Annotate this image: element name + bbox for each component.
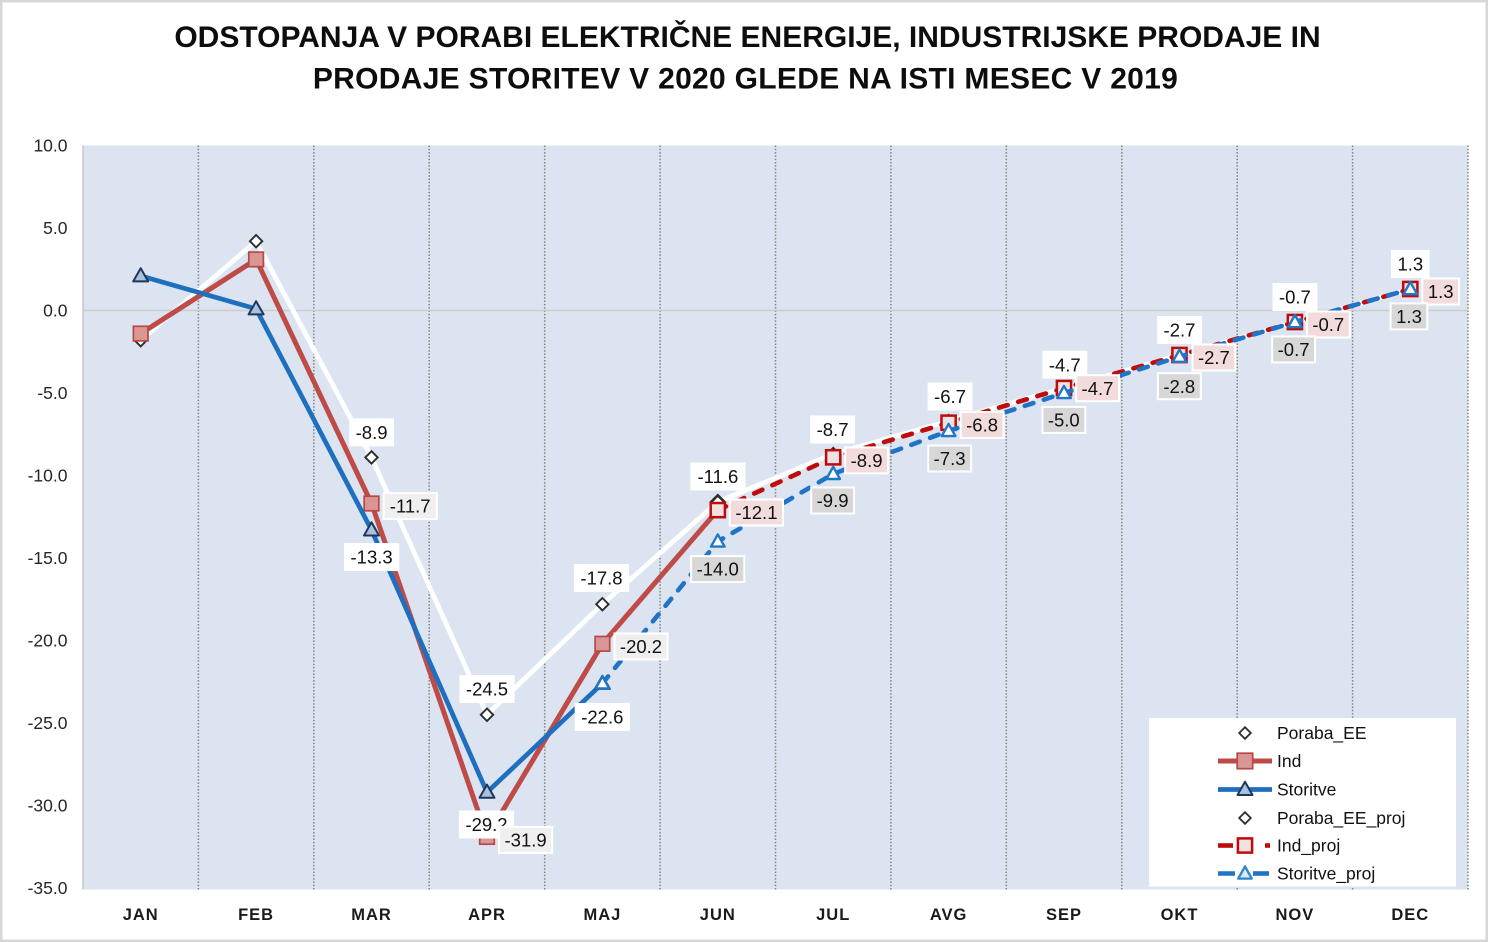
svg-text:-2.7: -2.7 [1198,347,1230,368]
svg-text:-30.0: -30.0 [28,796,68,816]
svg-text:FEB: FEB [238,906,274,924]
svg-text:-12.1: -12.1 [735,502,777,523]
svg-text:-8.9: -8.9 [356,422,388,443]
svg-text:Ind_proj: Ind_proj [1277,836,1340,857]
svg-text:-20.2: -20.2 [620,636,662,657]
svg-text:-22.6: -22.6 [581,707,623,728]
svg-text:-4.7: -4.7 [1049,354,1081,375]
svg-text:1.3: 1.3 [1397,254,1423,275]
svg-text:DEC: DEC [1391,906,1429,924]
svg-text:Storitve: Storitve [1277,780,1336,800]
svg-text:APR: APR [468,906,506,924]
svg-text:NOV: NOV [1276,906,1315,924]
svg-text:-9.9: -9.9 [817,490,849,511]
svg-text:-8.9: -8.9 [851,450,883,471]
svg-text:-29.2: -29.2 [465,814,507,835]
svg-text:-2.8: -2.8 [1163,376,1195,397]
svg-text:-20.0: -20.0 [28,631,68,651]
svg-text:1.3: 1.3 [1396,306,1422,327]
svg-text:Ind: Ind [1277,751,1301,771]
svg-text:-35.0: -35.0 [28,878,68,898]
svg-text:-0.7: -0.7 [1312,314,1344,335]
svg-text:-7.3: -7.3 [934,448,966,469]
svg-text:5.0: 5.0 [43,218,68,238]
svg-text:-2.7: -2.7 [1164,320,1196,341]
svg-text:-14.0: -14.0 [697,559,739,580]
svg-text:ODSTOPANJA V PORABI ELEKTRIČNE: ODSTOPANJA V PORABI ELEKTRIČNE ENERGIJE,… [174,20,1320,54]
svg-text:PRODAJE STORITEV V 2020 GLEDE: PRODAJE STORITEV V 2020 GLEDE NA ISTI ME… [313,63,1178,96]
svg-text:SEP: SEP [1046,906,1082,924]
svg-text:-10.0: -10.0 [28,466,68,486]
svg-text:-31.9: -31.9 [505,830,547,851]
svg-text:-0.7: -0.7 [1278,339,1310,360]
svg-text:-13.3: -13.3 [351,547,393,568]
svg-text:10.0: 10.0 [33,136,67,156]
svg-text:JUL: JUL [816,906,850,924]
svg-text:-24.5: -24.5 [466,679,508,700]
svg-text:-6.7: -6.7 [934,386,966,407]
svg-text:OKT: OKT [1161,906,1199,924]
svg-text:-8.7: -8.7 [817,419,849,440]
svg-text:-5.0: -5.0 [37,383,67,403]
svg-text:Poraba_EE_proj: Poraba_EE_proj [1277,808,1405,829]
svg-text:JUN: JUN [700,906,736,924]
svg-text:JAN: JAN [123,906,159,924]
svg-text:-0.7: -0.7 [1279,287,1311,308]
svg-text:-11.7: -11.7 [390,496,431,517]
svg-text:AVG: AVG [930,906,968,924]
svg-text:MAR: MAR [351,906,392,924]
svg-text:Storitve_proj: Storitve_proj [1277,864,1375,885]
svg-text:Poraba_EE: Poraba_EE [1277,723,1367,744]
svg-text:-6.8: -6.8 [966,415,998,436]
svg-text:-11.6: -11.6 [698,466,739,487]
svg-text:MAJ: MAJ [583,906,621,924]
svg-text:-5.0: -5.0 [1048,410,1080,431]
svg-text:-17.8: -17.8 [580,568,622,589]
svg-text:-4.7: -4.7 [1082,378,1114,399]
svg-text:1.3: 1.3 [1428,281,1454,302]
svg-text:-25.0: -25.0 [28,713,68,733]
svg-text:-15.0: -15.0 [28,548,68,568]
svg-text:0.0: 0.0 [43,301,68,321]
